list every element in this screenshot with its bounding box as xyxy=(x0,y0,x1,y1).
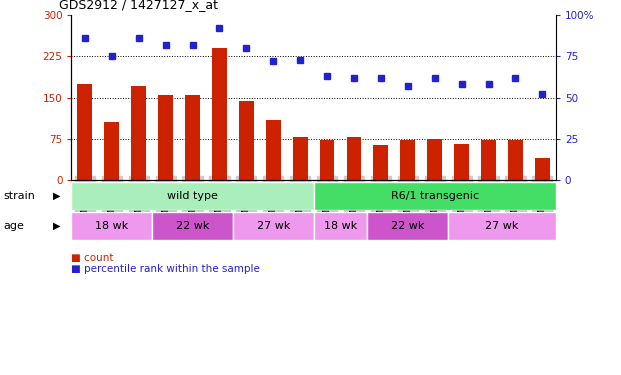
Bar xyxy=(448,212,556,240)
Text: GDS2912 / 1427127_x_at: GDS2912 / 1427127_x_at xyxy=(59,0,218,11)
Text: 22 wk: 22 wk xyxy=(176,221,209,231)
Text: ■ count: ■ count xyxy=(71,253,114,263)
Text: wild type: wild type xyxy=(167,191,218,201)
Bar xyxy=(320,140,335,180)
Bar xyxy=(78,84,93,180)
Text: 18 wk: 18 wk xyxy=(95,221,129,231)
Bar xyxy=(508,140,523,180)
Text: age: age xyxy=(3,221,24,231)
Bar xyxy=(535,158,550,180)
Text: strain: strain xyxy=(3,191,35,201)
Bar xyxy=(292,137,307,180)
Text: R6/1 transgenic: R6/1 transgenic xyxy=(391,191,479,201)
Bar xyxy=(314,212,368,240)
Bar xyxy=(368,212,448,240)
Bar xyxy=(266,120,281,180)
Bar xyxy=(347,137,361,180)
Bar xyxy=(71,182,314,210)
Bar xyxy=(71,212,152,240)
Bar xyxy=(373,146,388,180)
Bar xyxy=(212,48,227,180)
Text: ▶: ▶ xyxy=(53,221,60,231)
Text: ▶: ▶ xyxy=(53,191,60,201)
Bar xyxy=(158,95,173,180)
Bar xyxy=(233,212,314,240)
Bar xyxy=(104,122,119,180)
Text: 27 wk: 27 wk xyxy=(485,221,519,231)
Text: 22 wk: 22 wk xyxy=(391,221,425,231)
Bar xyxy=(131,87,146,180)
Bar xyxy=(185,95,200,180)
Bar xyxy=(152,212,233,240)
Text: 27 wk: 27 wk xyxy=(256,221,290,231)
Bar xyxy=(239,101,254,180)
Text: 18 wk: 18 wk xyxy=(324,221,357,231)
Bar xyxy=(401,140,415,180)
Bar xyxy=(314,182,556,210)
Bar xyxy=(481,140,496,180)
Text: ■ percentile rank within the sample: ■ percentile rank within the sample xyxy=(71,264,260,274)
Bar xyxy=(454,144,469,180)
Bar xyxy=(427,139,442,180)
